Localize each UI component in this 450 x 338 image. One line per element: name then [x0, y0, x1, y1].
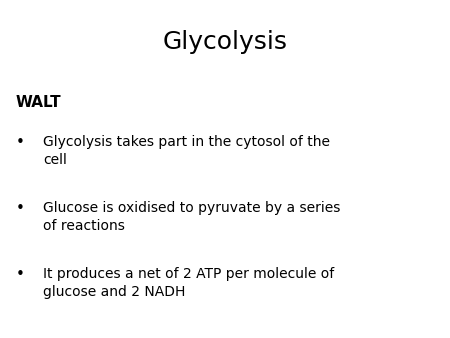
- Text: •: •: [16, 135, 25, 150]
- Text: •: •: [16, 267, 25, 282]
- Text: Glycolysis takes part in the cytosol of the
cell: Glycolysis takes part in the cytosol of …: [43, 135, 330, 167]
- Text: WALT: WALT: [16, 95, 61, 110]
- Text: Glucose is oxidised to pyruvate by a series
of reactions: Glucose is oxidised to pyruvate by a ser…: [43, 201, 340, 233]
- Text: Glycolysis: Glycolysis: [162, 30, 288, 54]
- Text: •: •: [16, 201, 25, 216]
- Text: It produces a net of 2 ATP per molecule of
glucose and 2 NADH: It produces a net of 2 ATP per molecule …: [43, 267, 334, 299]
